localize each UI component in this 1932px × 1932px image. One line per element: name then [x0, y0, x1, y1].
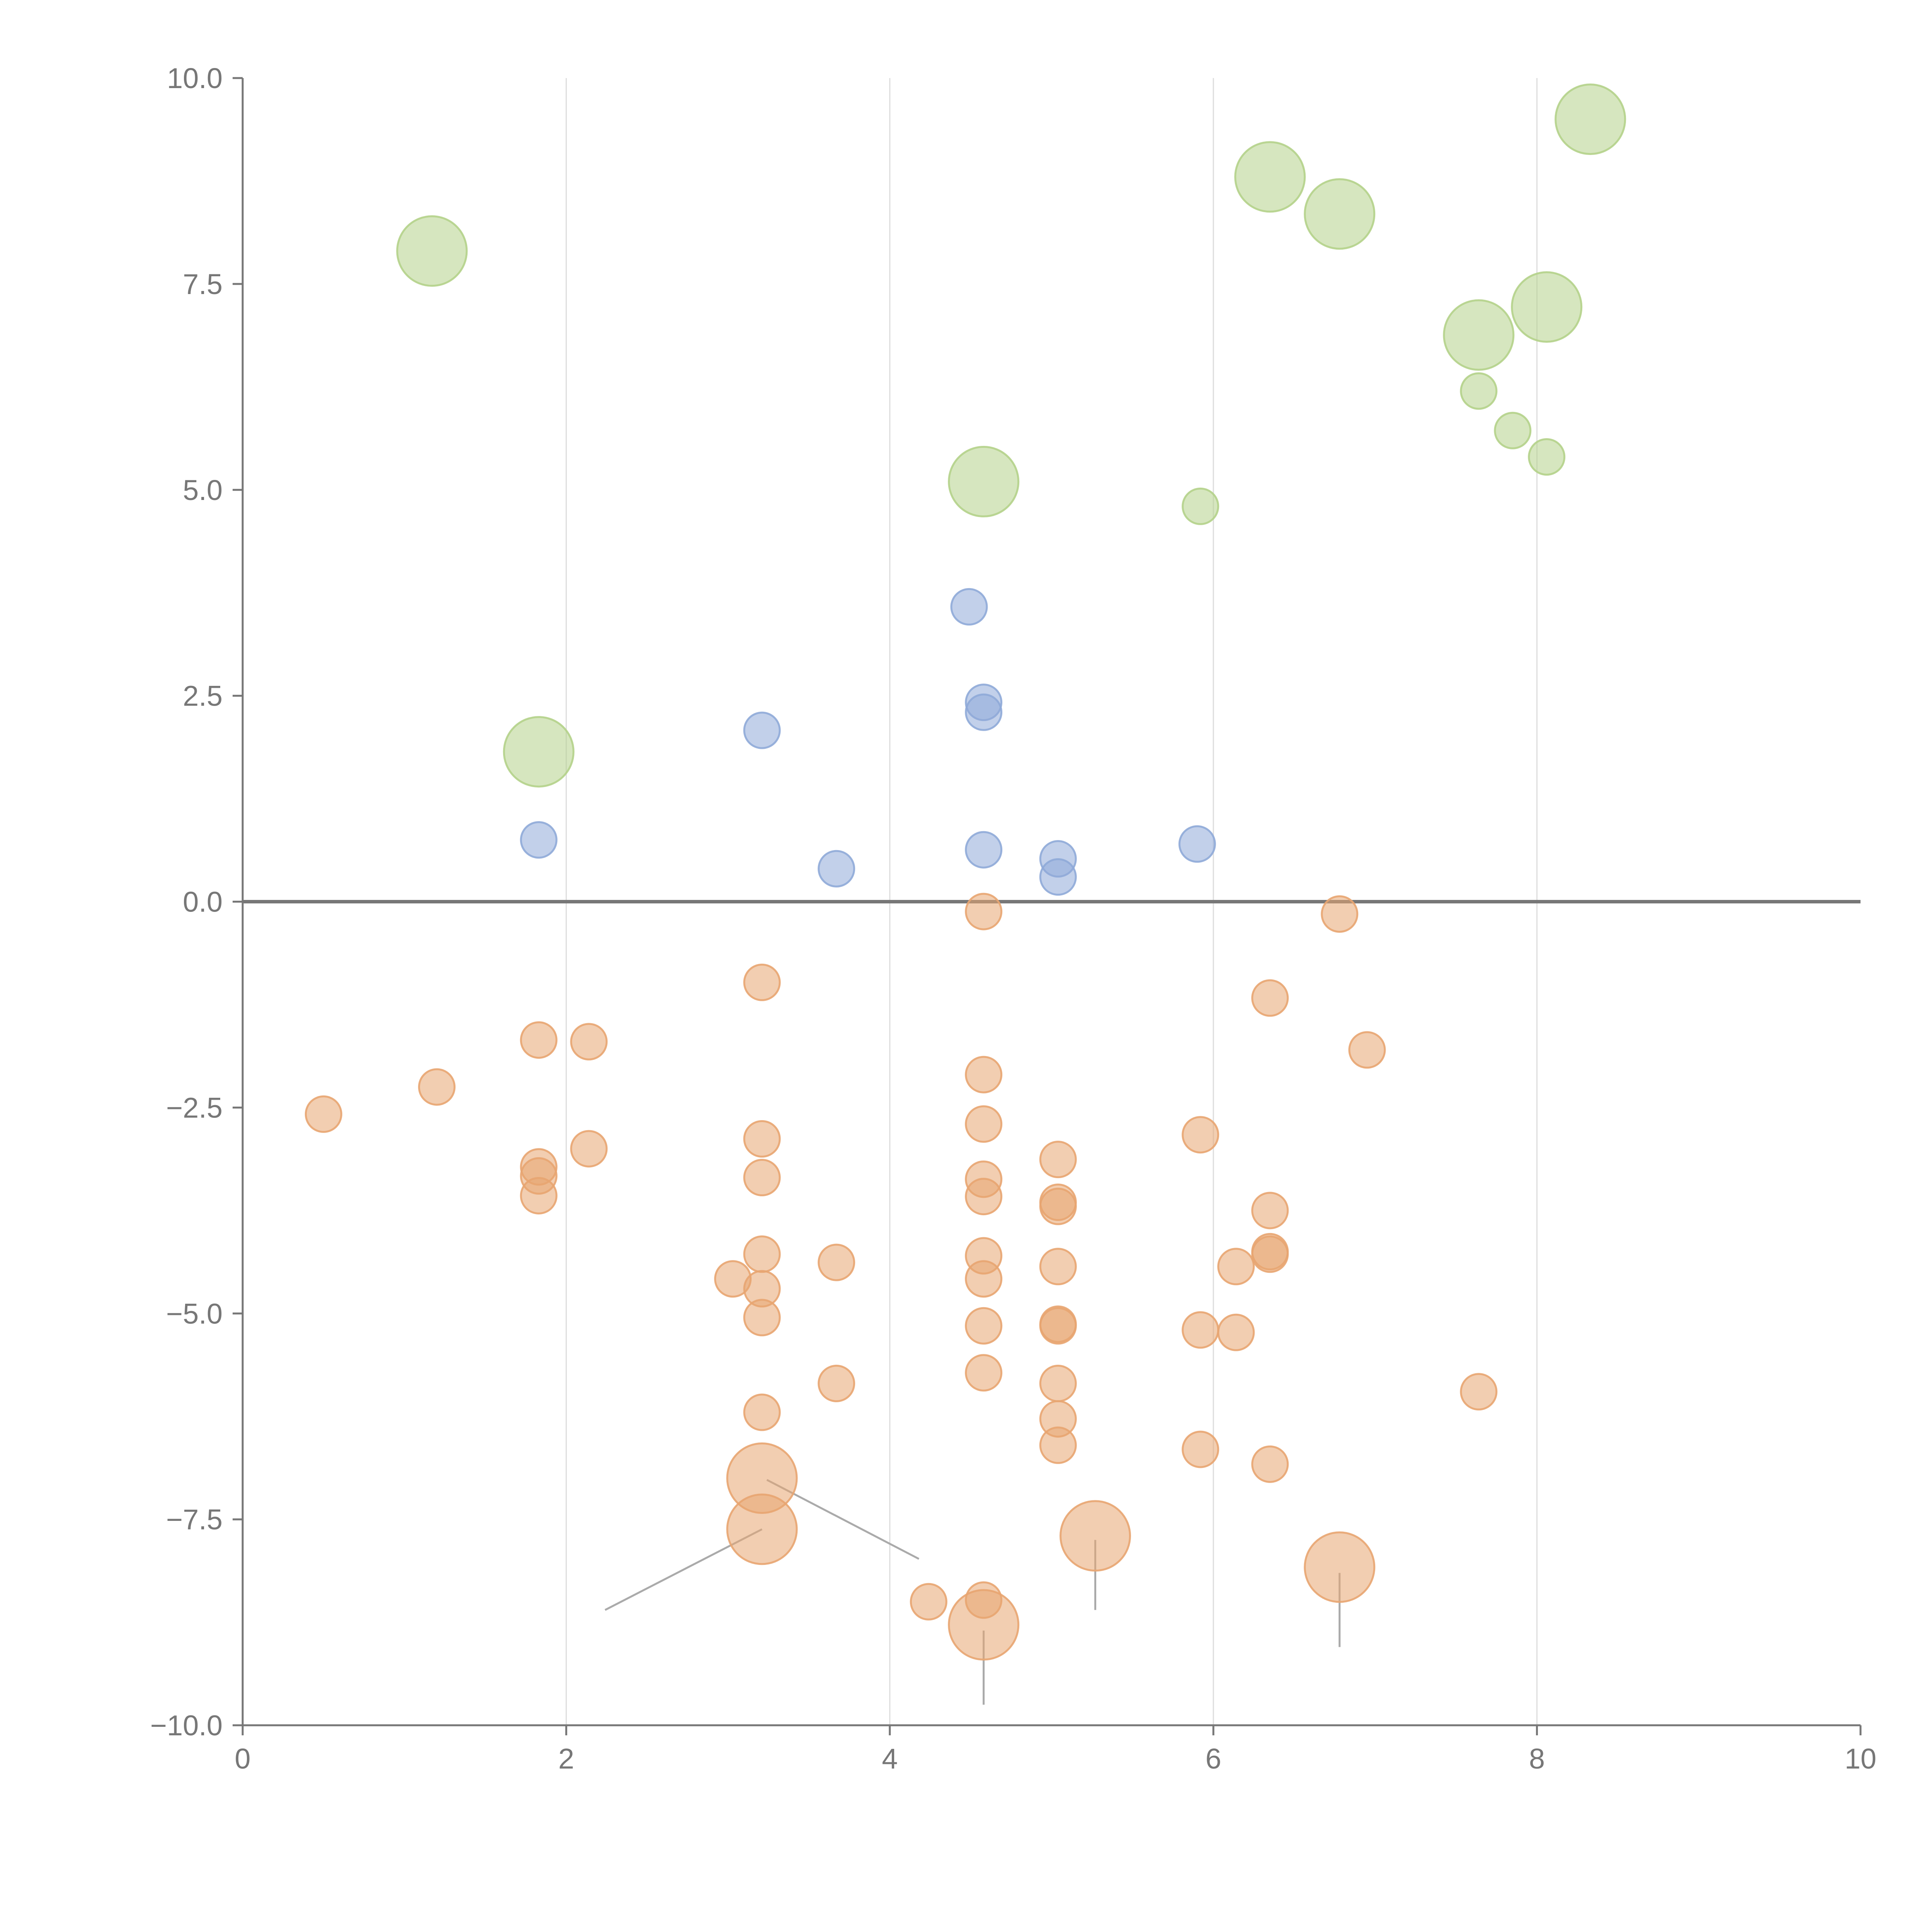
orange-point: [1039, 1307, 1077, 1345]
axes: 0 2 4 6 8 10 10.0 7.5 5.0 2.5 0.0 −2.5 −5.0 −7.5 −10.0: [150, 62, 1876, 1775]
x-tick-label: 10: [1845, 1743, 1876, 1775]
orange-point: [1039, 1364, 1077, 1402]
y-tick-label: 10.0: [167, 62, 223, 94]
orange-point: [743, 1120, 781, 1158]
orange-point: [418, 1068, 456, 1106]
y-tick-label: 0.0: [183, 886, 223, 918]
orange-point: [1039, 1141, 1077, 1179]
y-tick-label: −7.5: [166, 1503, 223, 1536]
green-point: [396, 215, 468, 287]
orange-point: [965, 1056, 1003, 1094]
green-point: [948, 446, 1020, 517]
orange-point: [1217, 1248, 1255, 1286]
blue-point: [1178, 825, 1216, 863]
y-tick-label: 7.5: [183, 268, 223, 300]
blue-point: [520, 821, 558, 859]
orange-point: [1039, 1187, 1077, 1225]
orange-point: [1217, 1313, 1255, 1351]
orange-point: [520, 1021, 558, 1059]
x-tick-label: 0: [235, 1743, 250, 1775]
orange-point: [1321, 895, 1359, 933]
green-point: [1511, 271, 1583, 343]
orange-point: [965, 1260, 1003, 1298]
orange-point: [743, 1299, 781, 1337]
orange-point: [743, 1393, 781, 1431]
blue-point: [1039, 858, 1077, 896]
green-point: [1554, 83, 1626, 155]
orange-point: [1182, 1116, 1219, 1154]
orange-point: [1304, 1531, 1376, 1603]
blue-point: [965, 831, 1003, 869]
orange-point: [965, 1105, 1003, 1143]
orange-point: [743, 963, 781, 1001]
orange-point: [1251, 1235, 1289, 1273]
orange-point: [1182, 1311, 1219, 1349]
orange-point: [570, 1023, 608, 1061]
orange-point: [304, 1095, 342, 1133]
orange-point: [910, 1583, 947, 1621]
orange-point: [1039, 1248, 1077, 1286]
x-tick-label: 2: [558, 1743, 574, 1775]
orange-point: [1182, 1430, 1219, 1468]
green-point: [1494, 412, 1532, 449]
blue-point: [818, 850, 855, 888]
x-tick-label: 4: [882, 1743, 898, 1775]
blue-point: [965, 693, 1003, 731]
green-point: [1234, 141, 1306, 213]
orange-point: [1348, 1031, 1386, 1069]
green-point: [1304, 178, 1376, 250]
orange-point: [818, 1364, 855, 1402]
orange-point: [570, 1130, 608, 1168]
orange-point: [1460, 1373, 1498, 1411]
data-points: [304, 83, 1626, 1661]
orange-point: [1060, 1500, 1131, 1572]
y-tick-label: −10.0: [150, 1709, 223, 1742]
y-tick-label: −5.0: [166, 1298, 223, 1330]
blue-point: [950, 588, 988, 626]
x-tick-label: 6: [1206, 1743, 1221, 1775]
orange-point: [965, 1354, 1003, 1392]
x-tick-label: 8: [1529, 1743, 1545, 1775]
orange-point: [1251, 1192, 1289, 1230]
y-tick-label: 2.5: [183, 680, 223, 712]
green-point: [1182, 487, 1219, 525]
orange-point: [743, 1235, 781, 1273]
orange-point: [1251, 1445, 1289, 1483]
y-tick-label: −2.5: [166, 1092, 223, 1124]
orange-point: [520, 1177, 558, 1214]
blue-point: [743, 711, 781, 749]
orange-point: [1251, 979, 1289, 1017]
green-point: [1460, 372, 1498, 410]
orange-point: [948, 1589, 1020, 1661]
orange-point: [965, 1307, 1003, 1345]
orange-point: [965, 893, 1003, 930]
green-point: [1443, 299, 1515, 371]
orange-point: [818, 1243, 855, 1281]
orange-point: [743, 1159, 781, 1197]
green-point: [503, 716, 575, 788]
orange-point: [726, 1493, 798, 1565]
green-point: [1528, 438, 1566, 476]
y-tick-label: 5.0: [183, 474, 223, 506]
orange-point: [1039, 1426, 1077, 1464]
orange-point: [965, 1178, 1003, 1216]
